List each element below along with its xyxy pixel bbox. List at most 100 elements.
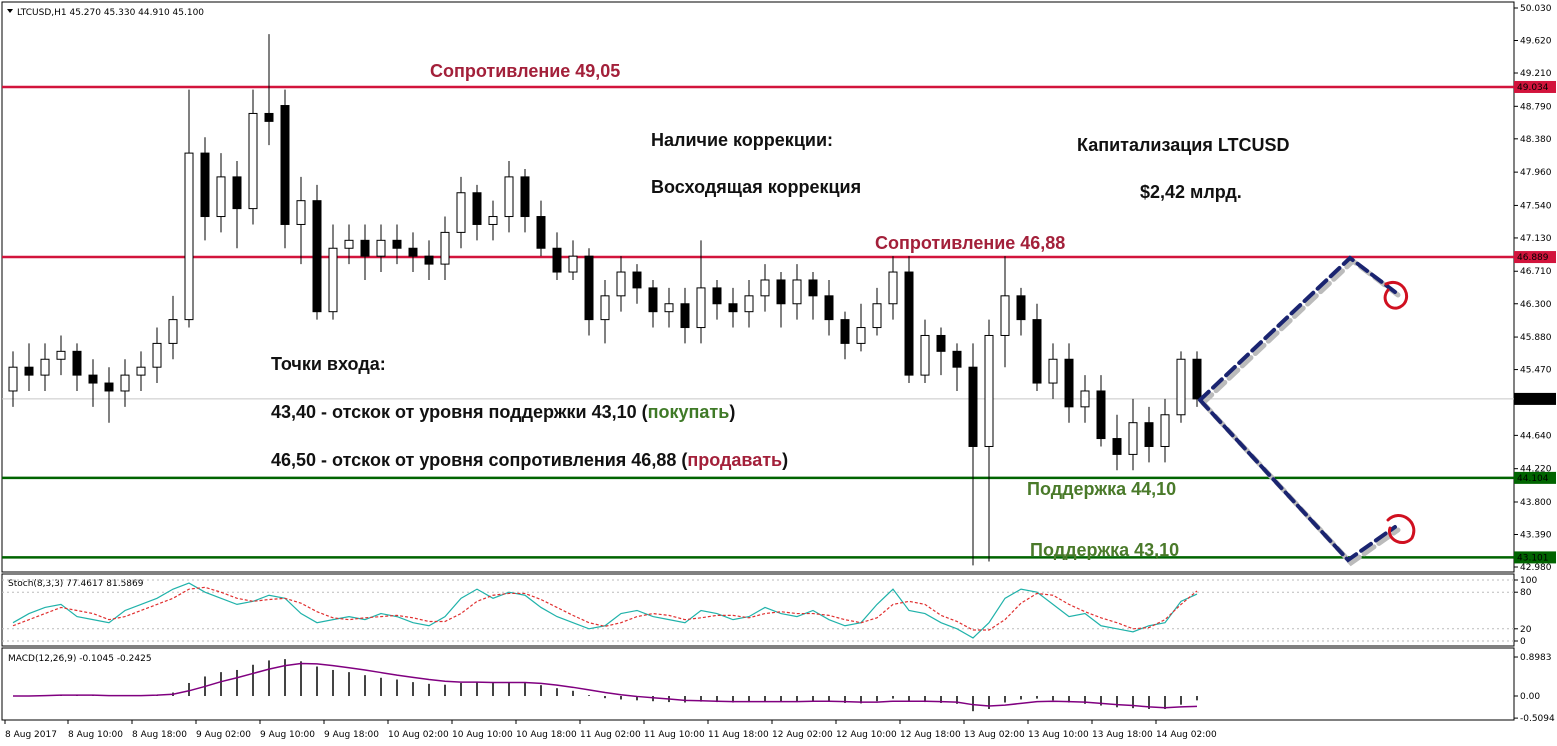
macd-pane [1,647,1515,721]
candle-body [680,303,690,329]
candle-body [360,239,370,257]
candle-body [1080,390,1090,408]
y-tick-label: 48.380 [1520,135,1552,145]
annotation-part: покупать [648,402,730,422]
candle-body [424,255,434,265]
candle-body [248,112,258,210]
x-tick-label: 11 Aug 10:00 [644,730,705,740]
level-label: 44.104 [1517,474,1549,484]
candle-body [1048,358,1058,384]
candle-body [24,366,34,376]
candle-body [632,271,642,289]
candle-body [88,374,98,384]
candle-body [760,279,770,297]
x-tick-label: 13 Aug 18:00 [1092,730,1153,740]
annotation: 46,50 - отскок от уровня сопротивления 4… [271,450,788,470]
y-tick-label: 47.540 [1520,201,1552,211]
y-tick-label: 43.800 [1520,498,1552,508]
projection [1198,255,1416,567]
x-tick-label: 11 Aug 18:00 [708,730,769,740]
level-label-box [1514,551,1556,564]
x-tick-label: 9 Aug 10:00 [260,730,315,740]
x-tick-label: 12 Aug 18:00 [900,730,961,740]
candle-body [56,350,66,360]
candle-body [552,247,562,273]
x-tick-label: 9 Aug 18:00 [324,730,379,740]
x-tick-label: 12 Aug 10:00 [836,730,897,740]
candle-body [520,176,530,218]
candle-body [472,192,482,225]
y-tick-label: 46.300 [1520,300,1552,310]
annotation-part: 46,50 - отскок от уровня сопротивления 4… [271,450,687,470]
target-circle [1383,280,1408,310]
annotation: Поддержка 43,10 [1030,540,1179,560]
candle-body [456,192,466,233]
y-tick-label: 20 [1520,625,1532,635]
price-pane [1,1,1515,573]
macd-signal [13,662,1198,709]
candle-body [968,366,978,447]
annotation-part: 43,40 - отскок от уровня поддержки 43,10… [271,402,648,422]
candle-body [440,231,450,265]
y-tick-label: 47.130 [1520,234,1552,244]
candle-body [1176,358,1186,416]
candle-body [840,319,850,344]
target-circle [1386,514,1416,544]
level-label-box [1514,80,1556,93]
candle-body [184,152,194,321]
y-tick-label: 0.8983 [1520,653,1552,663]
candle-body [312,200,322,313]
candle-body [408,247,418,257]
candle-body [280,105,290,225]
menu-arrow[interactable] [7,9,13,13]
y-tick-label: 45.470 [1520,366,1552,376]
candle-body [872,303,882,329]
x-tick-label: 8 Aug 18:00 [132,730,187,740]
level-label-box [1514,471,1556,484]
x-tick-label: 11 Aug 02:00 [580,730,641,740]
x-tick-label: 12 Aug 02:00 [772,730,833,740]
x-tick-label: 10 Aug 02:00 [388,730,449,740]
candle-body [568,255,578,273]
y-tick-label: 45.880 [1520,333,1552,343]
annotation: Сопротивление 46,88 [875,233,1065,253]
annotation: Наличие коррекции: [651,130,833,150]
candle-body [712,287,722,305]
candle-body [168,319,178,344]
x-tick-label: 9 Aug 02:00 [196,730,251,740]
y-tick-label: 0 [1520,637,1526,647]
level-label: 43.101 [1517,553,1549,563]
candle-body [1128,422,1138,455]
candle-body [984,334,994,447]
candle-body [808,279,818,297]
candle-body [1192,358,1202,400]
annotation-part: ) [782,450,788,470]
candle-body [600,295,610,321]
y-tick-label: 49.210 [1520,69,1552,79]
candle-body [1144,422,1154,447]
candle-body [584,255,594,321]
candle-body [392,239,402,249]
candle-body [232,176,242,210]
y-tick-label: 44.220 [1520,465,1552,475]
y-tick-label: 43.390 [1520,530,1552,540]
candle-body [856,327,866,344]
y-tick-label: 50.030 [1520,4,1552,14]
projection-path [1198,255,1397,563]
y-tick-label: 42.980 [1520,563,1552,573]
annotation: Точки входа: [271,354,386,374]
annotation: $2,42 млрд. [1140,182,1242,202]
candle-body [136,366,146,376]
x-tick-label: 8 Aug 2017 [5,730,57,740]
y-tick-label: 80 [1520,588,1532,598]
y-tick-label: 49.620 [1520,37,1552,47]
annotation: Поддержка 44,10 [1027,479,1176,499]
candle-body [904,271,914,376]
y-tick-label: 47.960 [1520,168,1552,178]
x-tick-label: 10 Aug 10:00 [452,730,513,740]
level-label-box [1514,251,1556,264]
candle-body [344,239,354,249]
x-tick-label: 8 Aug 10:00 [68,730,123,740]
